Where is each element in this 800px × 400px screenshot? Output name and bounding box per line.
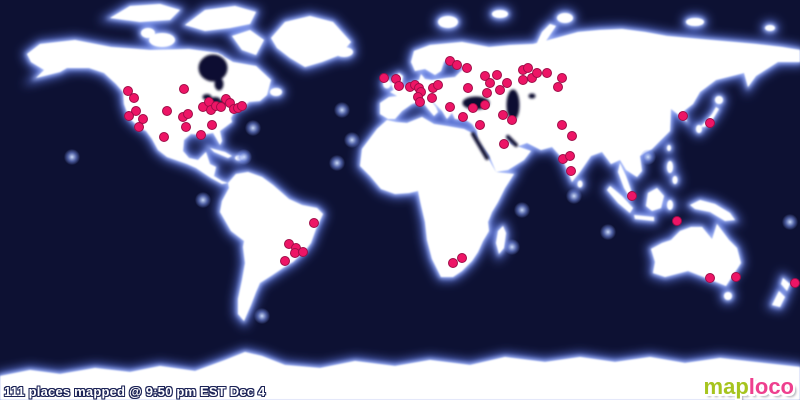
place-dot — [790, 278, 800, 288]
island-glow — [236, 149, 252, 165]
place-dot — [565, 151, 575, 161]
place-dot — [298, 247, 308, 257]
place-dot — [309, 218, 319, 228]
place-dot — [280, 256, 290, 266]
place-dot — [475, 120, 485, 130]
island-glow — [600, 224, 616, 240]
place-dot — [482, 88, 492, 98]
place-dot — [196, 130, 206, 140]
island-glow — [514, 202, 530, 218]
logo-text-map: map — [703, 374, 749, 399]
place-dot — [183, 109, 193, 119]
place-dot — [507, 115, 517, 125]
place-dot — [705, 273, 715, 283]
place-dot — [566, 166, 576, 176]
island-glow — [329, 155, 345, 171]
place-dot — [678, 111, 688, 121]
island-glow — [195, 192, 211, 208]
place-dot — [394, 81, 404, 91]
place-dot — [448, 258, 458, 268]
island-glow — [334, 102, 350, 118]
place-dot — [499, 139, 509, 149]
place-dot — [457, 253, 467, 263]
place-dot — [433, 80, 443, 90]
place-dot — [480, 100, 490, 110]
place-dot — [627, 191, 637, 201]
island-glow — [782, 214, 798, 230]
place-dot — [159, 132, 169, 142]
place-dot — [567, 131, 577, 141]
island-glow — [64, 149, 80, 165]
place-dot — [124, 111, 134, 121]
place-dot — [672, 216, 682, 226]
place-dot — [445, 102, 455, 112]
place-dot — [181, 122, 191, 132]
island-glow — [640, 149, 656, 165]
place-dot — [492, 70, 502, 80]
place-dot — [463, 83, 473, 93]
place-dot — [495, 85, 505, 95]
place-dot — [458, 112, 468, 122]
place-dot — [452, 60, 462, 70]
place-dot — [498, 110, 508, 120]
place-dot — [502, 78, 512, 88]
logo-text-loco: loco — [748, 374, 794, 399]
place-dot — [523, 63, 533, 73]
place-dot — [179, 84, 189, 94]
place-dot — [485, 78, 495, 88]
island-glow — [566, 188, 582, 204]
place-dot — [427, 93, 437, 103]
place-dot — [542, 68, 552, 78]
caption: 111 places mapped @ 9:50 pm EST Dec 4 — [4, 384, 266, 399]
place-dot — [134, 122, 144, 132]
place-dot — [468, 103, 478, 113]
place-dot — [237, 101, 247, 111]
place-dot — [207, 120, 217, 130]
place-dot — [557, 120, 567, 130]
island-glow — [344, 132, 360, 148]
place-dot — [557, 73, 567, 83]
island-glow — [504, 239, 520, 255]
place-dot — [379, 73, 389, 83]
place-dot — [162, 106, 172, 116]
place-dot — [731, 272, 741, 282]
place-dot — [462, 63, 472, 73]
place-dot — [415, 97, 425, 107]
place-dot — [705, 118, 715, 128]
island-glow — [254, 308, 270, 324]
place-dot — [123, 86, 133, 96]
maploco-logo[interactable]: maploco — [704, 376, 794, 398]
place-dot — [129, 93, 139, 103]
island-glow — [245, 120, 261, 136]
place-dot — [216, 102, 226, 112]
place-dot — [532, 68, 542, 78]
place-dot — [553, 82, 563, 92]
